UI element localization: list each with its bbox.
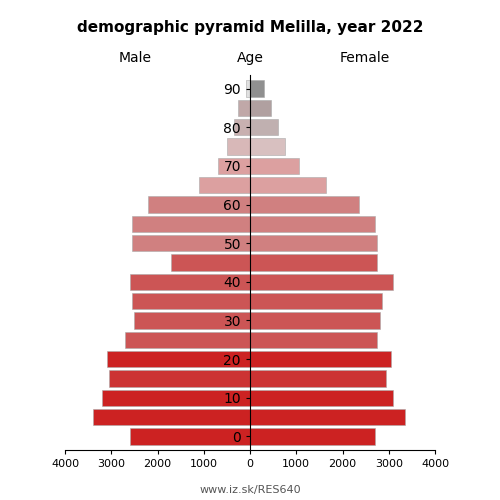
- Text: demographic pyramid Melilla, year 2022: demographic pyramid Melilla, year 2022: [77, 20, 423, 35]
- Bar: [250, 235, 377, 252]
- Text: Female: Female: [340, 51, 390, 65]
- Bar: [132, 293, 250, 310]
- Bar: [199, 177, 250, 194]
- Text: www.iz.sk/RES640: www.iz.sk/RES640: [199, 485, 301, 495]
- Bar: [250, 177, 326, 194]
- Text: Age: Age: [236, 51, 264, 65]
- Bar: [125, 332, 250, 348]
- Bar: [250, 100, 271, 116]
- Bar: [218, 158, 250, 174]
- Bar: [250, 370, 386, 386]
- Bar: [93, 409, 250, 426]
- Bar: [130, 274, 250, 290]
- Bar: [102, 390, 250, 406]
- Bar: [148, 196, 250, 212]
- Bar: [250, 274, 394, 290]
- Bar: [250, 293, 382, 310]
- Bar: [234, 119, 250, 136]
- Bar: [250, 138, 284, 154]
- Bar: [250, 428, 375, 444]
- Bar: [250, 216, 375, 232]
- Bar: [134, 312, 250, 328]
- Bar: [238, 100, 250, 116]
- Bar: [250, 158, 298, 174]
- Bar: [132, 235, 250, 252]
- Bar: [132, 216, 250, 232]
- Bar: [250, 196, 358, 212]
- Bar: [250, 409, 405, 426]
- Bar: [250, 119, 278, 136]
- Text: Male: Male: [118, 51, 152, 65]
- Bar: [250, 312, 380, 328]
- Bar: [250, 80, 264, 96]
- Bar: [250, 351, 391, 368]
- Bar: [250, 390, 394, 406]
- Bar: [130, 428, 250, 444]
- Bar: [246, 80, 250, 96]
- Bar: [250, 254, 377, 270]
- Bar: [109, 370, 250, 386]
- Bar: [227, 138, 250, 154]
- Bar: [106, 351, 250, 368]
- Bar: [250, 332, 377, 348]
- Bar: [172, 254, 250, 270]
